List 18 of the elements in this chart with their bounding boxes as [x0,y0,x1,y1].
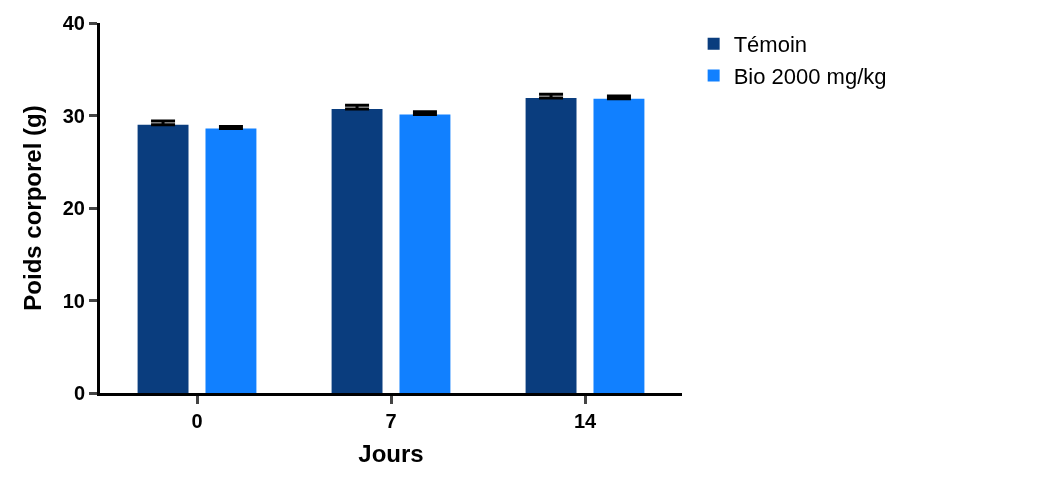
bar [331,109,383,393]
y-tick-label: 30 [62,104,85,127]
x-tick-label: 7 [385,410,397,432]
x-tick-label: 14 [573,410,597,432]
y-tick-label: 20 [62,197,85,219]
bar [525,97,577,393]
legend-label: Témoin [733,32,807,58]
y-axis-title: Poids corporel (g) [18,105,46,311]
bar [205,128,257,393]
x-axis-title: Jours [358,440,424,468]
bar [399,114,451,393]
bar [593,98,645,393]
legend-label: Bio 2000 mg/kg [733,63,887,89]
bar [137,124,189,393]
y-tick-label: 10 [62,289,85,312]
y-tick-label: 40 [62,12,85,34]
x-tick-label: 0 [191,410,203,432]
y-tick-label: 0 [73,382,85,404]
